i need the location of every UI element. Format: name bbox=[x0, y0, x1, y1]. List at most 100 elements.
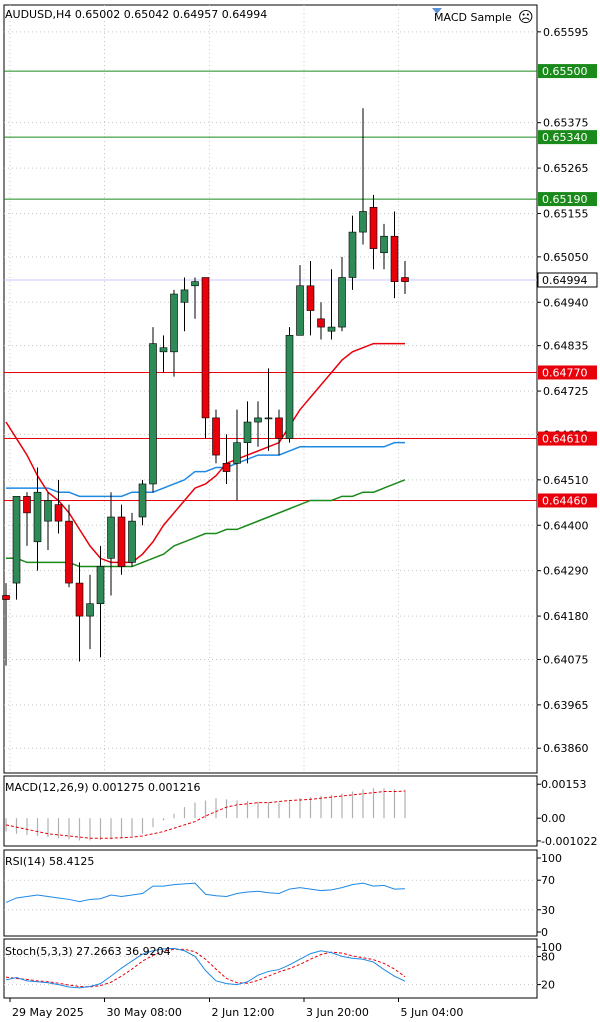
candle bbox=[369, 194, 378, 270]
candle bbox=[23, 492, 31, 546]
candle-body bbox=[86, 603, 94, 617]
y-tick-label: 0.64400 bbox=[543, 519, 589, 532]
level-price-tags: 0.65500 0.65340 0.65190 0.64770 0.64610 0.644… bbox=[537, 64, 598, 508]
stoch-main-line bbox=[5, 947, 406, 989]
rsi-tick-label: 30 bbox=[541, 904, 555, 917]
candle bbox=[65, 504, 73, 588]
rsi-levels bbox=[4, 879, 537, 911]
x-tick-label: 5 Jun 04:00 bbox=[401, 1006, 464, 1019]
rsi-line bbox=[5, 882, 406, 903]
candle-body bbox=[254, 417, 262, 423]
y-tick-label: 0.65050 bbox=[543, 251, 589, 264]
candle bbox=[33, 467, 42, 571]
candle-body bbox=[348, 231, 357, 278]
candle-body bbox=[117, 516, 126, 567]
y-tick-label: 0.64835 bbox=[543, 340, 589, 353]
macd-tick-label: -0.001022 bbox=[541, 835, 597, 848]
level-tag bbox=[538, 130, 597, 145]
candle bbox=[285, 327, 294, 443]
candle bbox=[317, 302, 325, 340]
candle-body bbox=[212, 417, 220, 456]
x-tick-label: 2 Jun 12:00 bbox=[212, 1006, 275, 1019]
rsi-tick-label: 100 bbox=[541, 852, 562, 865]
candle-body bbox=[380, 235, 388, 254]
candle bbox=[390, 211, 399, 299]
level-tag-label: 0.64610 bbox=[542, 433, 588, 446]
level-tag-label: 0.65500 bbox=[542, 65, 588, 78]
candle-body bbox=[222, 463, 231, 472]
candle-body bbox=[359, 211, 367, 233]
stoch-signal-line bbox=[5, 948, 406, 988]
y-tick-label: 0.65595 bbox=[543, 26, 589, 39]
candle bbox=[338, 256, 346, 332]
candle bbox=[359, 108, 367, 245]
macd-signal-line bbox=[5, 790, 406, 839]
candle-body bbox=[264, 417, 273, 420]
x-tick-label: 30 May 08:00 bbox=[107, 1006, 182, 1019]
candle-body bbox=[96, 566, 105, 605]
pane-frame-main bbox=[3, 4, 538, 774]
candle-body bbox=[401, 277, 409, 282]
y-tick-label: 0.64940 bbox=[543, 296, 589, 309]
candle-body bbox=[54, 504, 63, 522]
candle bbox=[44, 492, 52, 551]
candle-body bbox=[275, 417, 283, 439]
symbol-header: AUDUSD,H4 0.65002 0.65042 0.64957 0.6499… bbox=[5, 8, 267, 21]
candle-body bbox=[170, 293, 178, 353]
candle-body bbox=[243, 421, 252, 443]
candle bbox=[159, 335, 168, 373]
y-tick-label: 0.64180 bbox=[543, 610, 589, 623]
macd-tick-label: 0.00153 bbox=[541, 778, 587, 791]
y-tick-label: 0.64290 bbox=[543, 565, 589, 578]
candle-body bbox=[159, 347, 168, 353]
horizontal-levels[interactable] bbox=[4, 70, 537, 501]
stoch-levels bbox=[4, 955, 537, 986]
ma-red-line bbox=[5, 342, 405, 564]
pane-frame-macd bbox=[3, 775, 538, 847]
expert-name: MACD Sample bbox=[434, 11, 512, 24]
stoch-tick-label: 80 bbox=[541, 950, 555, 963]
macd-axis: 0.00153 0.00 -0.001022 bbox=[537, 778, 597, 848]
candle bbox=[107, 492, 115, 596]
candle bbox=[222, 434, 231, 484]
candle bbox=[170, 289, 178, 377]
y-tick-label: 0.64075 bbox=[543, 653, 589, 666]
candle-body bbox=[2, 595, 10, 600]
y-tick-label: 0.65265 bbox=[543, 162, 589, 175]
candle-body bbox=[317, 318, 325, 328]
candle-body bbox=[296, 285, 304, 336]
level-tag bbox=[538, 431, 597, 446]
candle-body bbox=[338, 277, 346, 328]
pane-frame-stoch bbox=[3, 938, 538, 999]
candlestick-series[interactable] bbox=[2, 108, 409, 666]
level-tag bbox=[538, 64, 597, 79]
candle-body bbox=[138, 483, 147, 518]
y-tick-label: 0.64725 bbox=[543, 385, 589, 398]
candle bbox=[327, 269, 336, 340]
candle bbox=[128, 512, 136, 567]
candle-body bbox=[191, 281, 199, 287]
candle-body bbox=[44, 500, 52, 522]
x-tick-label: 3 Jun 20:00 bbox=[306, 1006, 369, 1019]
candle-body bbox=[306, 285, 315, 311]
y-tick-label: 0.64510 bbox=[543, 474, 589, 487]
candle-body bbox=[149, 343, 157, 485]
candle-body bbox=[75, 582, 84, 617]
y-tick-label: 0.65155 bbox=[543, 208, 589, 221]
candle bbox=[86, 574, 94, 650]
ma-blue-line bbox=[6, 441, 405, 498]
candle bbox=[96, 545, 105, 658]
candle bbox=[348, 215, 357, 290]
candle-body bbox=[390, 235, 399, 282]
y-tick-label: 0.63860 bbox=[543, 742, 589, 755]
candle-body bbox=[33, 491, 42, 543]
candle bbox=[2, 583, 10, 666]
candle bbox=[180, 277, 189, 332]
pane-frames bbox=[3, 4, 538, 999]
stoch-tick-label: 100 bbox=[541, 941, 562, 954]
stoch-tick-label: 20 bbox=[541, 979, 555, 992]
candle bbox=[264, 368, 273, 451]
